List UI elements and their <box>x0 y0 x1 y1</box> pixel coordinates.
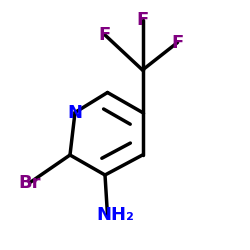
Text: N: N <box>68 104 82 122</box>
Text: NH₂: NH₂ <box>96 206 134 224</box>
Text: Br: Br <box>19 174 41 192</box>
Text: F: F <box>136 11 148 29</box>
Text: F: F <box>172 34 183 52</box>
Text: F: F <box>99 26 111 44</box>
